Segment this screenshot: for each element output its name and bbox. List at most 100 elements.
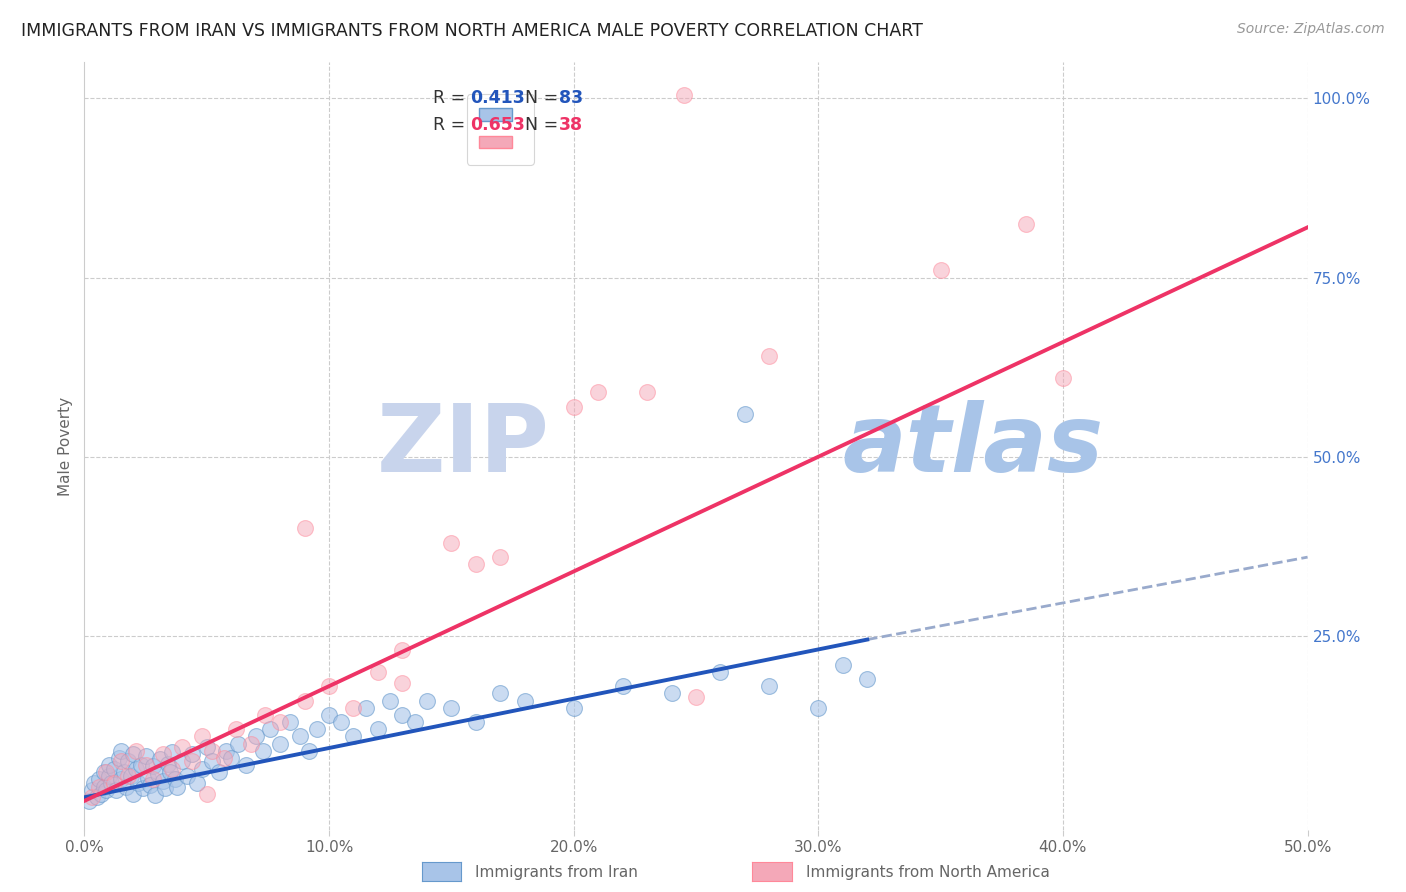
Point: [146, 766, 169, 780]
Point: [367, 665, 389, 679]
Text: atlas: atlas: [842, 400, 1104, 492]
Point: [416, 693, 439, 707]
Point: [143, 788, 166, 802]
Point: [367, 722, 389, 736]
Point: [235, 758, 257, 772]
Point: [807, 700, 830, 714]
Point: [391, 643, 413, 657]
Point: [129, 758, 152, 772]
Point: [80, 783, 103, 797]
Point: [225, 722, 247, 736]
Point: [391, 707, 413, 722]
Point: [87, 780, 110, 794]
Point: [159, 765, 181, 780]
Point: [440, 536, 463, 550]
Point: [117, 755, 139, 769]
Point: [186, 776, 208, 790]
Point: [440, 700, 463, 714]
Point: [464, 558, 486, 572]
Point: [153, 780, 176, 795]
Point: [278, 714, 301, 729]
Point: [181, 747, 204, 762]
Point: [156, 756, 179, 771]
Y-axis label: Male Poverty: Male Poverty: [58, 396, 73, 496]
Point: [464, 714, 486, 729]
Point: [122, 747, 145, 762]
Point: [135, 758, 157, 772]
Text: R =: R =: [433, 89, 465, 107]
Text: IMMIGRANTS FROM IRAN VS IMMIGRANTS FROM NORTH AMERICA MALE POVERTY CORRELATION C: IMMIGRANTS FROM IRAN VS IMMIGRANTS FROM …: [21, 22, 922, 40]
Point: [228, 737, 250, 751]
Legend: , : ,: [467, 95, 534, 165]
Point: [191, 730, 214, 744]
Point: [380, 693, 402, 707]
Point: [269, 714, 291, 729]
Point: [212, 751, 235, 765]
Point: [139, 778, 162, 792]
Point: [269, 737, 291, 751]
Point: [513, 693, 536, 707]
Text: Immigrants from Iran: Immigrants from Iran: [475, 865, 638, 880]
Point: [208, 765, 231, 780]
Point: [152, 773, 174, 788]
Point: [105, 783, 128, 797]
Point: [489, 550, 512, 565]
Text: 0.653: 0.653: [470, 116, 524, 134]
Point: [318, 707, 340, 722]
Point: [83, 776, 105, 790]
Point: [929, 263, 952, 277]
Text: 38: 38: [560, 116, 583, 134]
Point: [219, 751, 242, 765]
Point: [1052, 371, 1074, 385]
Point: [200, 744, 222, 758]
Point: [127, 776, 149, 790]
Point: [132, 780, 155, 795]
Point: [191, 762, 214, 776]
Point: [93, 780, 115, 794]
Point: [149, 752, 172, 766]
Point: [97, 758, 120, 772]
Point: [115, 780, 138, 794]
Point: [305, 722, 328, 736]
Point: [87, 772, 110, 787]
Point: [181, 755, 204, 769]
Point: [93, 765, 115, 780]
Point: [489, 686, 512, 700]
Point: [239, 737, 262, 751]
Point: [125, 762, 148, 776]
Point: [661, 686, 683, 700]
Point: [142, 772, 165, 787]
Point: [86, 790, 108, 805]
Point: [342, 730, 364, 744]
Point: [172, 740, 194, 755]
Point: [318, 679, 340, 693]
Point: [163, 772, 186, 787]
Point: [1015, 217, 1038, 231]
Text: N =: N =: [524, 116, 558, 134]
Point: [758, 350, 780, 364]
Point: [90, 787, 112, 801]
Point: [562, 700, 585, 714]
Point: [672, 87, 695, 102]
Text: Immigrants from North America: Immigrants from North America: [806, 865, 1049, 880]
Point: [100, 776, 122, 790]
Text: R =: R =: [433, 116, 465, 134]
Text: Source: ZipAtlas.com: Source: ZipAtlas.com: [1237, 22, 1385, 37]
Point: [586, 385, 609, 400]
Point: [125, 744, 148, 758]
Point: [120, 769, 142, 783]
Point: [245, 730, 267, 744]
Point: [254, 707, 277, 722]
Point: [342, 700, 364, 714]
Point: [856, 672, 879, 686]
Point: [97, 769, 120, 783]
Point: [252, 744, 274, 758]
Point: [152, 747, 174, 762]
Point: [294, 521, 316, 535]
Point: [77, 794, 100, 808]
Point: [103, 776, 125, 790]
Point: [166, 780, 188, 794]
Point: [135, 749, 157, 764]
Point: [110, 744, 132, 758]
Text: N =: N =: [524, 89, 558, 107]
